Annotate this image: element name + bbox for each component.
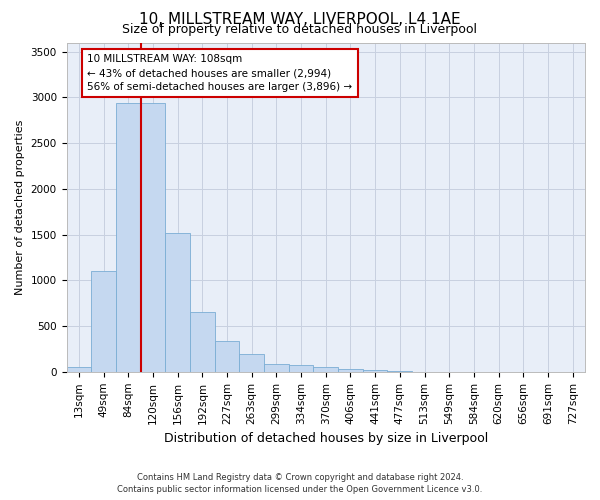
Bar — [91, 271, 116, 372]
Bar — [289, 366, 313, 372]
Bar — [264, 364, 289, 372]
Text: 10 MILLSTREAM WAY: 108sqm
← 43% of detached houses are smaller (2,994)
56% of se: 10 MILLSTREAM WAY: 108sqm ← 43% of detac… — [87, 54, 352, 92]
Bar — [190, 312, 215, 372]
Bar — [338, 369, 363, 372]
Bar — [313, 367, 338, 372]
Bar — [165, 233, 190, 372]
Bar — [363, 370, 388, 372]
Text: Contains HM Land Registry data © Crown copyright and database right 2024.
Contai: Contains HM Land Registry data © Crown c… — [118, 473, 482, 494]
Bar — [388, 371, 412, 372]
Bar — [116, 103, 140, 372]
Bar — [67, 367, 91, 372]
Text: 10, MILLSTREAM WAY, LIVERPOOL, L4 1AE: 10, MILLSTREAM WAY, LIVERPOOL, L4 1AE — [139, 12, 461, 28]
Bar — [215, 340, 239, 372]
X-axis label: Distribution of detached houses by size in Liverpool: Distribution of detached houses by size … — [164, 432, 488, 445]
Bar — [239, 354, 264, 372]
Bar — [140, 103, 165, 372]
Text: Size of property relative to detached houses in Liverpool: Size of property relative to detached ho… — [122, 22, 478, 36]
Y-axis label: Number of detached properties: Number of detached properties — [15, 120, 25, 295]
